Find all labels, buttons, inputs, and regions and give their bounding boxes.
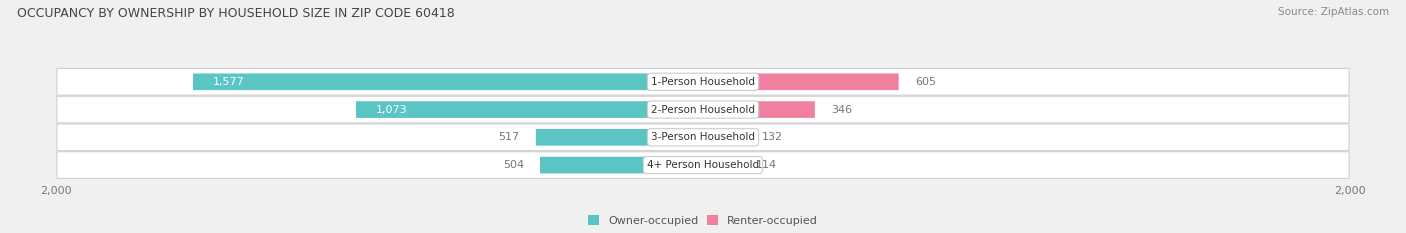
FancyBboxPatch shape bbox=[56, 152, 1350, 178]
FancyBboxPatch shape bbox=[356, 101, 703, 118]
FancyBboxPatch shape bbox=[56, 96, 1350, 123]
FancyBboxPatch shape bbox=[703, 129, 745, 146]
Legend: Owner-occupied, Renter-occupied: Owner-occupied, Renter-occupied bbox=[588, 215, 818, 226]
FancyBboxPatch shape bbox=[703, 101, 815, 118]
FancyBboxPatch shape bbox=[536, 129, 703, 146]
FancyBboxPatch shape bbox=[56, 69, 1350, 95]
Text: 1,073: 1,073 bbox=[375, 105, 408, 115]
Text: 132: 132 bbox=[762, 132, 783, 142]
Text: 114: 114 bbox=[756, 160, 778, 170]
Text: 3-Person Household: 3-Person Household bbox=[651, 132, 755, 142]
Text: 605: 605 bbox=[915, 77, 936, 87]
Text: Source: ZipAtlas.com: Source: ZipAtlas.com bbox=[1278, 7, 1389, 17]
Text: 346: 346 bbox=[831, 105, 852, 115]
Text: 1-Person Household: 1-Person Household bbox=[651, 77, 755, 87]
FancyBboxPatch shape bbox=[193, 73, 703, 90]
Text: 517: 517 bbox=[499, 132, 520, 142]
Text: 504: 504 bbox=[503, 160, 524, 170]
Text: 1,577: 1,577 bbox=[212, 77, 245, 87]
Text: 4+ Person Household: 4+ Person Household bbox=[647, 160, 759, 170]
Text: OCCUPANCY BY OWNERSHIP BY HOUSEHOLD SIZE IN ZIP CODE 60418: OCCUPANCY BY OWNERSHIP BY HOUSEHOLD SIZE… bbox=[17, 7, 454, 20]
FancyBboxPatch shape bbox=[56, 124, 1350, 151]
FancyBboxPatch shape bbox=[703, 73, 898, 90]
FancyBboxPatch shape bbox=[540, 157, 703, 173]
Text: 2-Person Household: 2-Person Household bbox=[651, 105, 755, 115]
FancyBboxPatch shape bbox=[703, 157, 740, 173]
